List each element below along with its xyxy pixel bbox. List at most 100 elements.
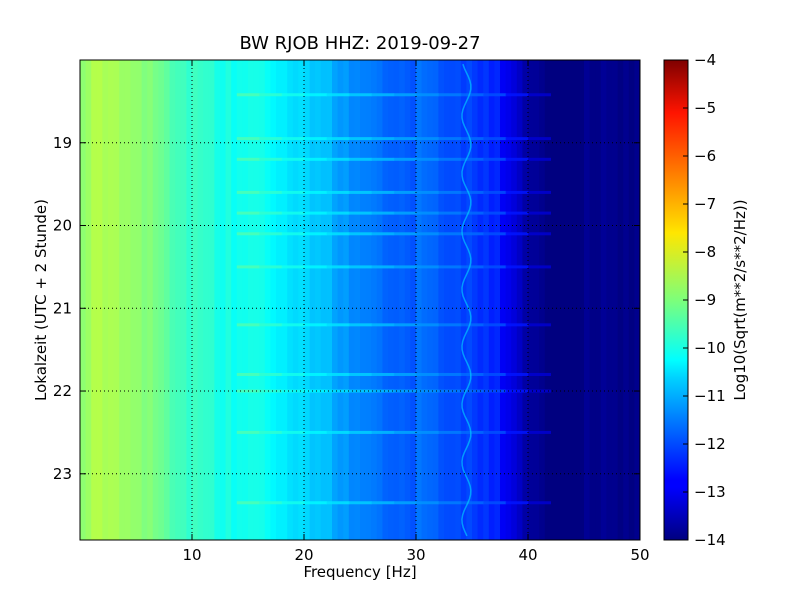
heatmap-column bbox=[203, 60, 210, 540]
event-segment bbox=[460, 93, 484, 97]
heatmap-column bbox=[634, 60, 640, 540]
event-segment bbox=[281, 265, 305, 269]
event-row bbox=[236, 372, 551, 376]
event-segment bbox=[259, 323, 283, 327]
event-segment bbox=[236, 93, 260, 97]
heatmap-column bbox=[270, 60, 277, 540]
heatmap-column bbox=[141, 60, 148, 540]
x-tick-label: 20 bbox=[294, 546, 313, 564]
colorbar-tick-label: −13 bbox=[694, 483, 726, 501]
event-segment bbox=[528, 389, 551, 393]
event-segment bbox=[460, 372, 484, 376]
heatmap-column bbox=[612, 60, 619, 540]
heatmap-column bbox=[404, 60, 411, 540]
event-segment bbox=[416, 430, 439, 434]
event-segment bbox=[326, 232, 350, 236]
heatmap-column bbox=[628, 60, 635, 540]
event-segment bbox=[348, 501, 372, 505]
event-segment bbox=[528, 157, 551, 161]
heatmap-column bbox=[578, 60, 585, 540]
event-segment bbox=[416, 389, 439, 393]
heatmap-column bbox=[449, 60, 456, 540]
event-segment bbox=[505, 265, 529, 269]
plot-area bbox=[80, 60, 640, 540]
event-segment bbox=[259, 157, 283, 161]
event-segment bbox=[371, 211, 395, 215]
event-segment bbox=[326, 265, 350, 269]
heatmap-column bbox=[455, 60, 462, 540]
event-segment bbox=[528, 501, 551, 505]
event-segment bbox=[304, 389, 327, 393]
heatmap-column bbox=[606, 60, 613, 540]
event-segment bbox=[348, 157, 372, 161]
event-segment bbox=[281, 211, 305, 215]
x-tick-label: 10 bbox=[182, 546, 201, 564]
event-segment bbox=[460, 190, 484, 194]
event-segment bbox=[326, 501, 350, 505]
event-segment bbox=[259, 232, 283, 236]
event-segment bbox=[281, 232, 305, 236]
event-segment bbox=[236, 157, 260, 161]
event-segment bbox=[528, 372, 551, 376]
tonal-line-path bbox=[461, 63, 472, 537]
heatmap-column bbox=[500, 60, 507, 540]
grid-lines bbox=[80, 60, 640, 540]
event-segment bbox=[483, 389, 507, 393]
event-segment bbox=[416, 232, 439, 236]
event-segment bbox=[393, 389, 417, 393]
heatmap-column bbox=[326, 60, 333, 540]
event-segment bbox=[483, 232, 507, 236]
event-row bbox=[236, 137, 551, 141]
event-row bbox=[236, 430, 551, 434]
event-segment bbox=[348, 323, 372, 327]
event-segment bbox=[259, 211, 283, 215]
event-segment bbox=[259, 190, 283, 194]
event-segment bbox=[348, 93, 372, 97]
event-segment bbox=[371, 157, 395, 161]
event-segment bbox=[281, 157, 305, 161]
heatmap-column bbox=[528, 60, 535, 540]
heatmap-column bbox=[365, 60, 372, 540]
event-segment bbox=[460, 137, 484, 141]
colorbar-tick-label: −8 bbox=[694, 243, 716, 261]
event-segment bbox=[326, 190, 350, 194]
heatmap-column bbox=[516, 60, 523, 540]
event-row bbox=[236, 389, 551, 393]
heatmap-column bbox=[264, 60, 271, 540]
event-segment bbox=[416, 265, 439, 269]
heatmap-column bbox=[236, 60, 243, 540]
event-segment bbox=[259, 265, 283, 269]
event-segment bbox=[483, 265, 507, 269]
event-segment bbox=[460, 157, 484, 161]
event-segment bbox=[393, 265, 417, 269]
event-segment bbox=[348, 190, 372, 194]
event-segment bbox=[236, 430, 260, 434]
event-row bbox=[236, 190, 551, 194]
heatmap-column bbox=[147, 60, 154, 540]
heatmap-column bbox=[410, 60, 417, 540]
event-segment bbox=[460, 232, 484, 236]
heatmap-column bbox=[600, 60, 607, 540]
heatmap-column bbox=[124, 60, 131, 540]
heatmap-column bbox=[438, 60, 445, 540]
event-segment bbox=[483, 137, 507, 141]
event-row bbox=[236, 232, 551, 236]
event-segment bbox=[348, 232, 372, 236]
heatmap-column bbox=[617, 60, 624, 540]
event-segment bbox=[304, 232, 327, 236]
heatmap-column bbox=[623, 60, 630, 540]
heatmap-column bbox=[360, 60, 367, 540]
heatmap-column bbox=[225, 60, 232, 540]
event-segment bbox=[236, 501, 260, 505]
event-segment bbox=[505, 323, 529, 327]
heatmap-column bbox=[472, 60, 479, 540]
event-segment bbox=[416, 157, 439, 161]
event-segment bbox=[505, 93, 529, 97]
heatmap-column bbox=[253, 60, 260, 540]
heatmap-column bbox=[427, 60, 434, 540]
event-segment bbox=[281, 430, 305, 434]
event-segment bbox=[326, 93, 350, 97]
heatmap-column bbox=[220, 60, 227, 540]
y-tick-label: 20 bbox=[53, 217, 72, 235]
heatmap-column bbox=[180, 60, 187, 540]
